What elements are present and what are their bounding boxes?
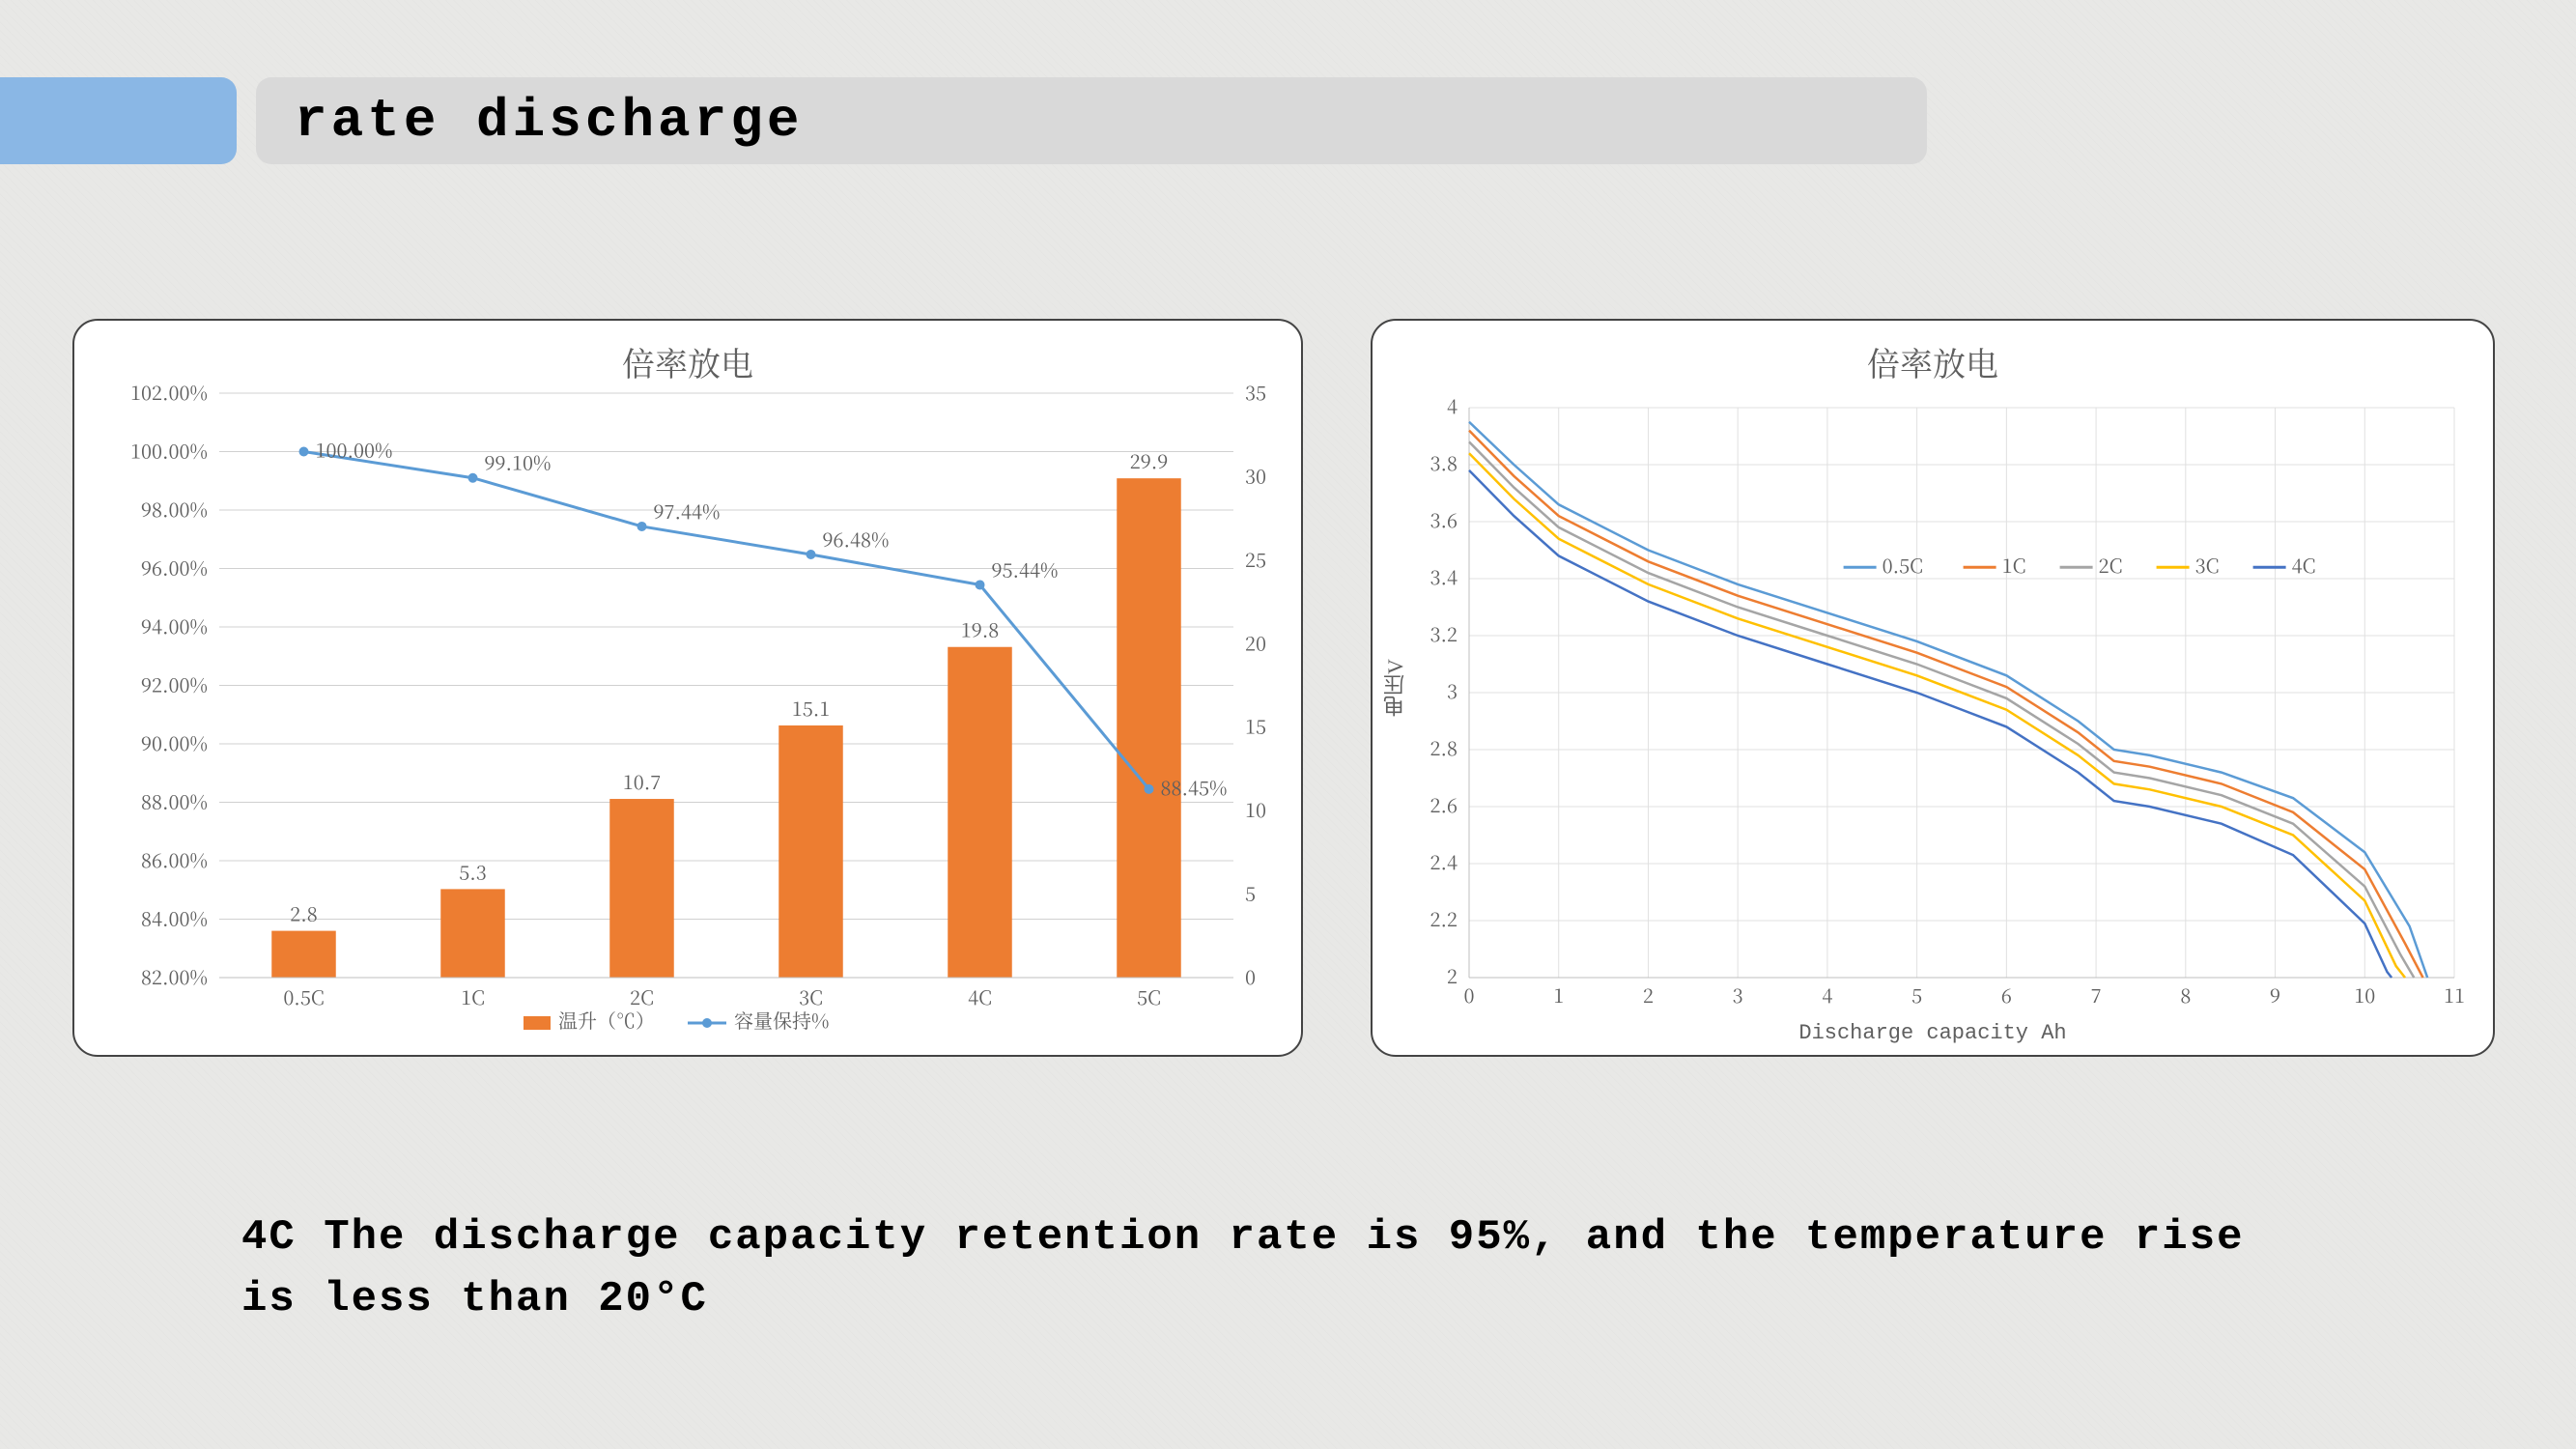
svg-text:98.00%: 98.00% xyxy=(141,495,208,523)
svg-text:2.6: 2.6 xyxy=(1430,790,1458,818)
svg-text:97.44%: 97.44% xyxy=(654,497,721,525)
svg-text:0: 0 xyxy=(1464,980,1475,1009)
svg-text:0.5C: 0.5C xyxy=(1882,551,1923,579)
svg-text:30: 30 xyxy=(1245,461,1266,489)
svg-text:29.9: 29.9 xyxy=(1130,446,1169,474)
svg-text:7: 7 xyxy=(2091,980,2102,1009)
svg-text:3.6: 3.6 xyxy=(1430,505,1458,533)
svg-text:100.00%: 100.00% xyxy=(130,437,208,465)
right-chart-svg: 2 2.2 2.4 2.6 2.8 3 3.2 3.4 3.6 3.8 4 0 1 2 3 4 5 6 7 8 9 10 1… xyxy=(1373,321,2493,1055)
svg-text:3.2: 3.2 xyxy=(1430,619,1458,647)
svg-text:96.48%: 96.48% xyxy=(823,525,890,553)
svg-text:11: 11 xyxy=(2444,980,2465,1009)
svg-text:10: 10 xyxy=(1245,795,1266,823)
svg-text:容量保持%: 容量保持% xyxy=(734,1006,829,1034)
svg-text:5C: 5C xyxy=(1137,982,1161,1010)
svg-text:2.2: 2.2 xyxy=(1430,904,1458,932)
svg-text:3.8: 3.8 xyxy=(1430,448,1458,476)
right-chart-xlabel: Discharge capacity Ah xyxy=(1373,1021,2493,1045)
svg-text:88.00%: 88.00% xyxy=(141,787,208,815)
svg-text:4C: 4C xyxy=(2292,551,2316,579)
svg-text:99.10%: 99.10% xyxy=(485,448,552,476)
svg-text:2.8: 2.8 xyxy=(1430,733,1458,761)
svg-text:3C: 3C xyxy=(2195,551,2220,579)
svg-text:96.00%: 96.00% xyxy=(141,554,208,582)
svg-text:84.00%: 84.00% xyxy=(141,904,208,932)
svg-text:4C: 4C xyxy=(968,982,992,1010)
header-accent-block xyxy=(0,77,237,164)
svg-text:4: 4 xyxy=(1447,391,1458,419)
svg-text:3: 3 xyxy=(1447,676,1458,704)
svg-text:25: 25 xyxy=(1245,545,1266,573)
svg-text:5.3: 5.3 xyxy=(459,857,487,885)
svg-text:6: 6 xyxy=(2001,980,2012,1009)
svg-text:温升（℃）: 温升（℃） xyxy=(558,1006,655,1034)
svg-text:20: 20 xyxy=(1245,628,1266,656)
svg-text:3: 3 xyxy=(1733,980,1743,1009)
svg-text:5: 5 xyxy=(1911,980,1922,1009)
svg-text:10.7: 10.7 xyxy=(623,767,662,795)
right-chart-title: 倍率放电 xyxy=(1373,338,2493,385)
page-title: rate discharge xyxy=(295,90,803,152)
svg-text:2.8: 2.8 xyxy=(290,899,318,927)
left-chart-svg: 82.00% 84.00% 86.00% 88.00% 90.00% 92.00% 94.0… xyxy=(74,321,1301,1055)
svg-text:5: 5 xyxy=(1245,879,1256,907)
svg-text:8: 8 xyxy=(2180,980,2191,1009)
svg-text:82.00%: 82.00% xyxy=(141,962,208,990)
svg-text:1C: 1C xyxy=(461,982,485,1010)
svg-text:15: 15 xyxy=(1245,712,1266,740)
svg-text:94.00%: 94.00% xyxy=(141,611,208,639)
svg-text:19.8: 19.8 xyxy=(961,615,1000,643)
slide-caption: 4C The discharge capacity retention rate… xyxy=(241,1208,2270,1331)
svg-text:92.00%: 92.00% xyxy=(141,670,208,698)
svg-text:95.44%: 95.44% xyxy=(992,554,1059,582)
charts-row: 倍率放电 82.00% 84.00% 86.00% 88.00% 90.00% 92.00… xyxy=(72,319,2495,1057)
svg-text:1C: 1C xyxy=(2002,551,2026,579)
svg-text:15.1: 15.1 xyxy=(792,694,831,722)
svg-text:4: 4 xyxy=(1822,980,1832,1009)
right-chart-ylabel: 电压V xyxy=(1380,659,1411,717)
slide-header: rate discharge xyxy=(0,77,1927,164)
svg-text:100.00%: 100.00% xyxy=(316,436,393,464)
header-title-bar: rate discharge xyxy=(256,77,1927,164)
svg-text:0: 0 xyxy=(1245,962,1256,990)
svg-text:9: 9 xyxy=(2270,980,2280,1009)
svg-text:88.45%: 88.45% xyxy=(1161,773,1228,801)
rate-discharge-bar-line-panel: 倍率放电 82.00% 84.00% 86.00% 88.00% 90.00% 92.00… xyxy=(72,319,1303,1057)
svg-text:2: 2 xyxy=(1447,961,1458,989)
svg-text:3.4: 3.4 xyxy=(1430,562,1458,590)
svg-text:10: 10 xyxy=(2354,980,2375,1009)
svg-text:2: 2 xyxy=(1643,980,1654,1009)
left-chart-title: 倍率放电 xyxy=(74,338,1301,385)
svg-text:1: 1 xyxy=(1553,980,1564,1009)
svg-text:2.4: 2.4 xyxy=(1430,847,1458,875)
svg-text:0.5C: 0.5C xyxy=(283,982,324,1010)
discharge-curve-panel: 倍率放电 电压V Discharge capacity Ah 2 2.2 2.4 2.… xyxy=(1371,319,2495,1057)
svg-text:2C: 2C xyxy=(2099,551,2123,579)
svg-text:86.00%: 86.00% xyxy=(141,845,208,873)
svg-text:90.00%: 90.00% xyxy=(141,728,208,756)
